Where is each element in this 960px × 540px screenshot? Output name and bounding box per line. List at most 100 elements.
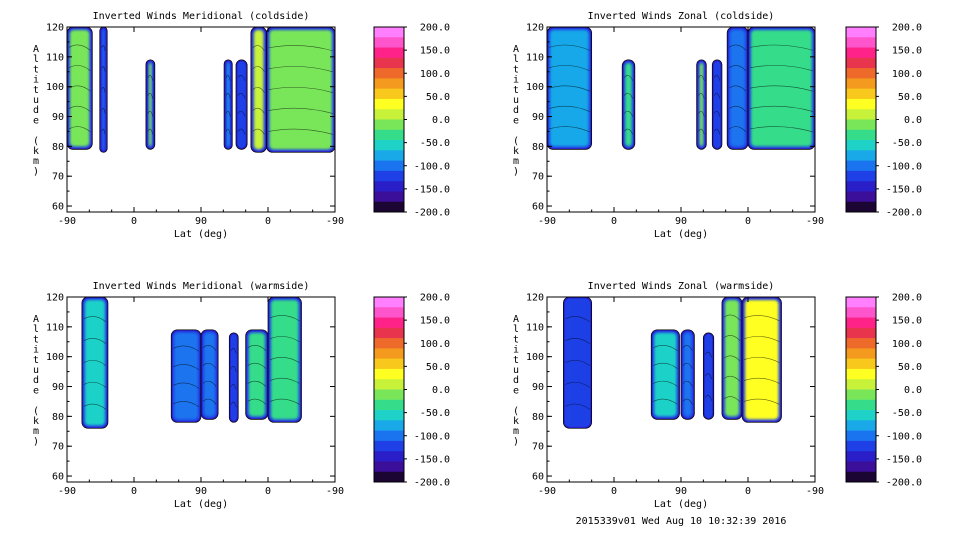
- x-tick-label: -90: [538, 216, 556, 227]
- colorbar-swatch: [374, 140, 404, 151]
- colorbar-swatch: [374, 297, 404, 308]
- contour-block-6: [267, 297, 302, 423]
- colorbar-tick-label: -50.0: [892, 408, 922, 419]
- y-tick-label: 100: [526, 82, 544, 93]
- x-tick-label: 0: [745, 216, 751, 227]
- contour-line: [723, 355, 741, 362]
- y-tick-label: 120: [526, 23, 544, 34]
- block-outline: [563, 297, 593, 429]
- block-outline: [621, 59, 636, 150]
- colorbar-tick-label: -50.0: [420, 138, 450, 149]
- colorbar-tick-label: 100.0: [420, 69, 450, 80]
- contour-line: [743, 315, 780, 322]
- contour-line: [101, 45, 106, 51]
- block-fill: [148, 62, 152, 147]
- contour-line: [268, 86, 334, 93]
- colorbar-tick-label: -100.0: [886, 161, 922, 172]
- contour-line: [83, 316, 107, 323]
- colorbar-tick-label: -150.0: [886, 184, 922, 195]
- contour-line: [68, 65, 91, 72]
- contour-line: [743, 336, 780, 343]
- contour-line: [225, 128, 231, 135]
- contour-block-4: [711, 59, 723, 150]
- y-tick-label: 80: [52, 142, 64, 153]
- contour-line: [237, 128, 246, 135]
- colorbar-swatch: [374, 47, 404, 59]
- x-tick-label: -90: [58, 486, 76, 497]
- contour-line: [698, 128, 705, 135]
- contour-block-6: [741, 297, 782, 423]
- colorbar-swatch: [846, 140, 876, 151]
- contour-line: [252, 86, 265, 93]
- contour-line: [173, 401, 200, 408]
- contour-line: [83, 403, 107, 410]
- contour-line: [565, 338, 590, 345]
- contour-line: [713, 128, 721, 135]
- contour-blocks: [547, 27, 815, 150]
- contour-line: [653, 362, 678, 369]
- x-tick-label: -90: [806, 486, 824, 497]
- contour-line: [728, 85, 747, 92]
- y-tick-label: 80: [532, 412, 544, 423]
- x-axis-label: Lat (deg): [174, 499, 228, 510]
- colorbar-tick-label: -100.0: [414, 161, 450, 172]
- x-axis-label: Lat (deg): [654, 499, 708, 510]
- x-tick-label: 90: [675, 216, 687, 227]
- block-fill: [238, 62, 245, 147]
- contour-line: [269, 377, 300, 384]
- contour-line: [565, 381, 590, 388]
- colorbar-swatch: [374, 307, 404, 318]
- colorbar-swatch: [374, 119, 404, 131]
- colorbar-swatch: [846, 78, 876, 90]
- contour-blocks: [67, 27, 335, 153]
- contour-line: [705, 373, 713, 380]
- colorbar-swatch: [374, 150, 404, 162]
- y-tick-label: 60: [52, 202, 64, 213]
- contour-line: [147, 110, 154, 117]
- colorbar-swatch: [846, 471, 876, 483]
- colorbar-tick-label: 50.0: [898, 92, 922, 103]
- contour-line: [743, 398, 780, 405]
- contour-block-1: [547, 27, 593, 150]
- contour-block-7: [266, 27, 335, 153]
- contour-line: [653, 380, 678, 387]
- x-tick-label: 90: [675, 486, 687, 497]
- contour-block-3: [200, 329, 219, 420]
- contour-line: [247, 362, 267, 369]
- contour-block-6: [747, 27, 815, 150]
- block-fill: [271, 300, 299, 420]
- block-fill: [253, 30, 264, 150]
- chart-title: Inverted Winds Zonal (coldside): [588, 11, 775, 22]
- x-tick-label: 0: [611, 486, 617, 497]
- colorbar-swatch: [374, 399, 404, 411]
- contour-block-2: [99, 27, 108, 153]
- block-outline: [711, 59, 723, 150]
- block-outline: [747, 27, 815, 150]
- contour-line: [231, 383, 237, 390]
- contour-line: [653, 345, 678, 351]
- block-outline: [145, 59, 156, 150]
- colorbar-tick-label: -50.0: [420, 408, 450, 419]
- contour-block-1: [67, 27, 93, 150]
- colorbar-tick-label: 50.0: [426, 92, 450, 103]
- y-tick-label: 60: [532, 472, 544, 483]
- contour-line: [565, 403, 590, 410]
- contour-block-5: [245, 329, 269, 420]
- contour-block-4: [223, 59, 233, 150]
- block-fill: [625, 62, 632, 147]
- block-fill: [550, 30, 589, 147]
- y-tick-label: 70: [532, 172, 544, 183]
- colorbar-swatch: [846, 109, 876, 120]
- contour-block-2: [650, 329, 680, 420]
- colorbar-swatch: [846, 88, 876, 100]
- colorbar-tick-label: -50.0: [892, 138, 922, 149]
- colorbar-swatch: [846, 150, 876, 162]
- colorbar-tick-label: 150.0: [892, 316, 922, 327]
- contour-line: [565, 359, 590, 366]
- block-fill: [227, 62, 230, 147]
- contour-line: [723, 375, 741, 382]
- colorbar-swatch: [846, 317, 876, 329]
- colorbar-swatch: [374, 440, 404, 452]
- block-fill: [706, 335, 711, 417]
